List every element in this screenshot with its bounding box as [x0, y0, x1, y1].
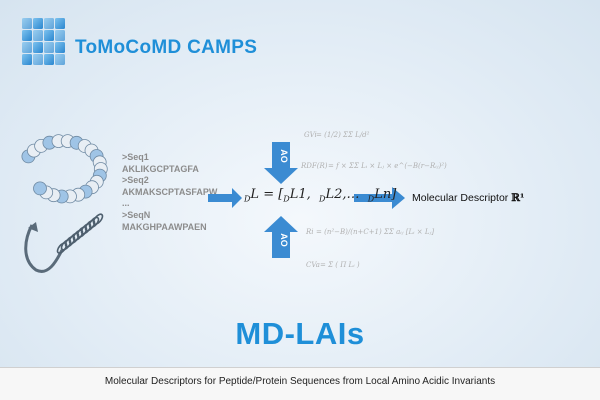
- arrow-right-left: [208, 188, 242, 208]
- sequence-list: >Seq1 AKLIKGCPTAGFA >Seq2 AKMAKSCPTASFAP…: [122, 152, 217, 233]
- invariant-label: GVi: [304, 131, 317, 139]
- svg-text:= (1/2) ΣΣ L/d²: = (1/2) ΣΣ L/d²: [316, 131, 370, 139]
- main-title: MD-LAIs: [235, 316, 365, 351]
- svg-text:= f × ΣΣ Lᵢ × Lⱼ × e^(−B(r−Rᵢⱼ: = f × ΣΣ Lᵢ × Lⱼ × e^(−B(r−Rᵢⱼ)²): [328, 162, 447, 170]
- invariant-label: RDF(R): [300, 162, 328, 170]
- sequence-line: ...: [122, 198, 130, 209]
- svg-text:= (n²−B)/(n+C+1) ΣΣ aᵢⱼ [Lᵢ ×: = (n²−B)/(n+C+1) ΣΣ aᵢⱼ [Lᵢ × Lⱼ]: [316, 228, 434, 236]
- svg-text:= Σ ( Π Lᵢ ): = Σ ( Π Lᵢ ): [320, 261, 360, 269]
- sequence-line: >Seq2: [122, 175, 149, 186]
- invariant-label: Ri: [305, 228, 314, 236]
- footer-caption: Molecular Descriptors for Peptide/Protei…: [104, 376, 496, 387]
- output-label: Molecular Descriptor ℝ¹: [412, 192, 525, 204]
- sequence-line: AKMAKSCPTASFAPW: [122, 186, 218, 197]
- formula: DL = [DL1, DL2,… DLn]: [244, 187, 397, 204]
- footer-band: [0, 367, 600, 400]
- sequence-line: >SeqN: [122, 209, 151, 220]
- invariant-label: CVa: [306, 261, 320, 269]
- sequence-line: >Seq1: [122, 152, 149, 162]
- sequence-line: MAKGHPAAWPAEN: [122, 221, 207, 232]
- brand-title: ToMoCoMD CAMPS: [75, 37, 258, 58]
- protein-chain-icon: [21, 134, 108, 273]
- ao-label-top: AO: [279, 149, 289, 163]
- ao-label-bottom: AO: [279, 233, 289, 247]
- arrow-right-output: [354, 187, 405, 209]
- ao-arrow-up: [264, 216, 298, 258]
- cube-logo-icon: [22, 18, 65, 65]
- sequence-line: AKLIKGCPTAGFA: [122, 163, 199, 174]
- ao-arrow-down: [264, 142, 298, 184]
